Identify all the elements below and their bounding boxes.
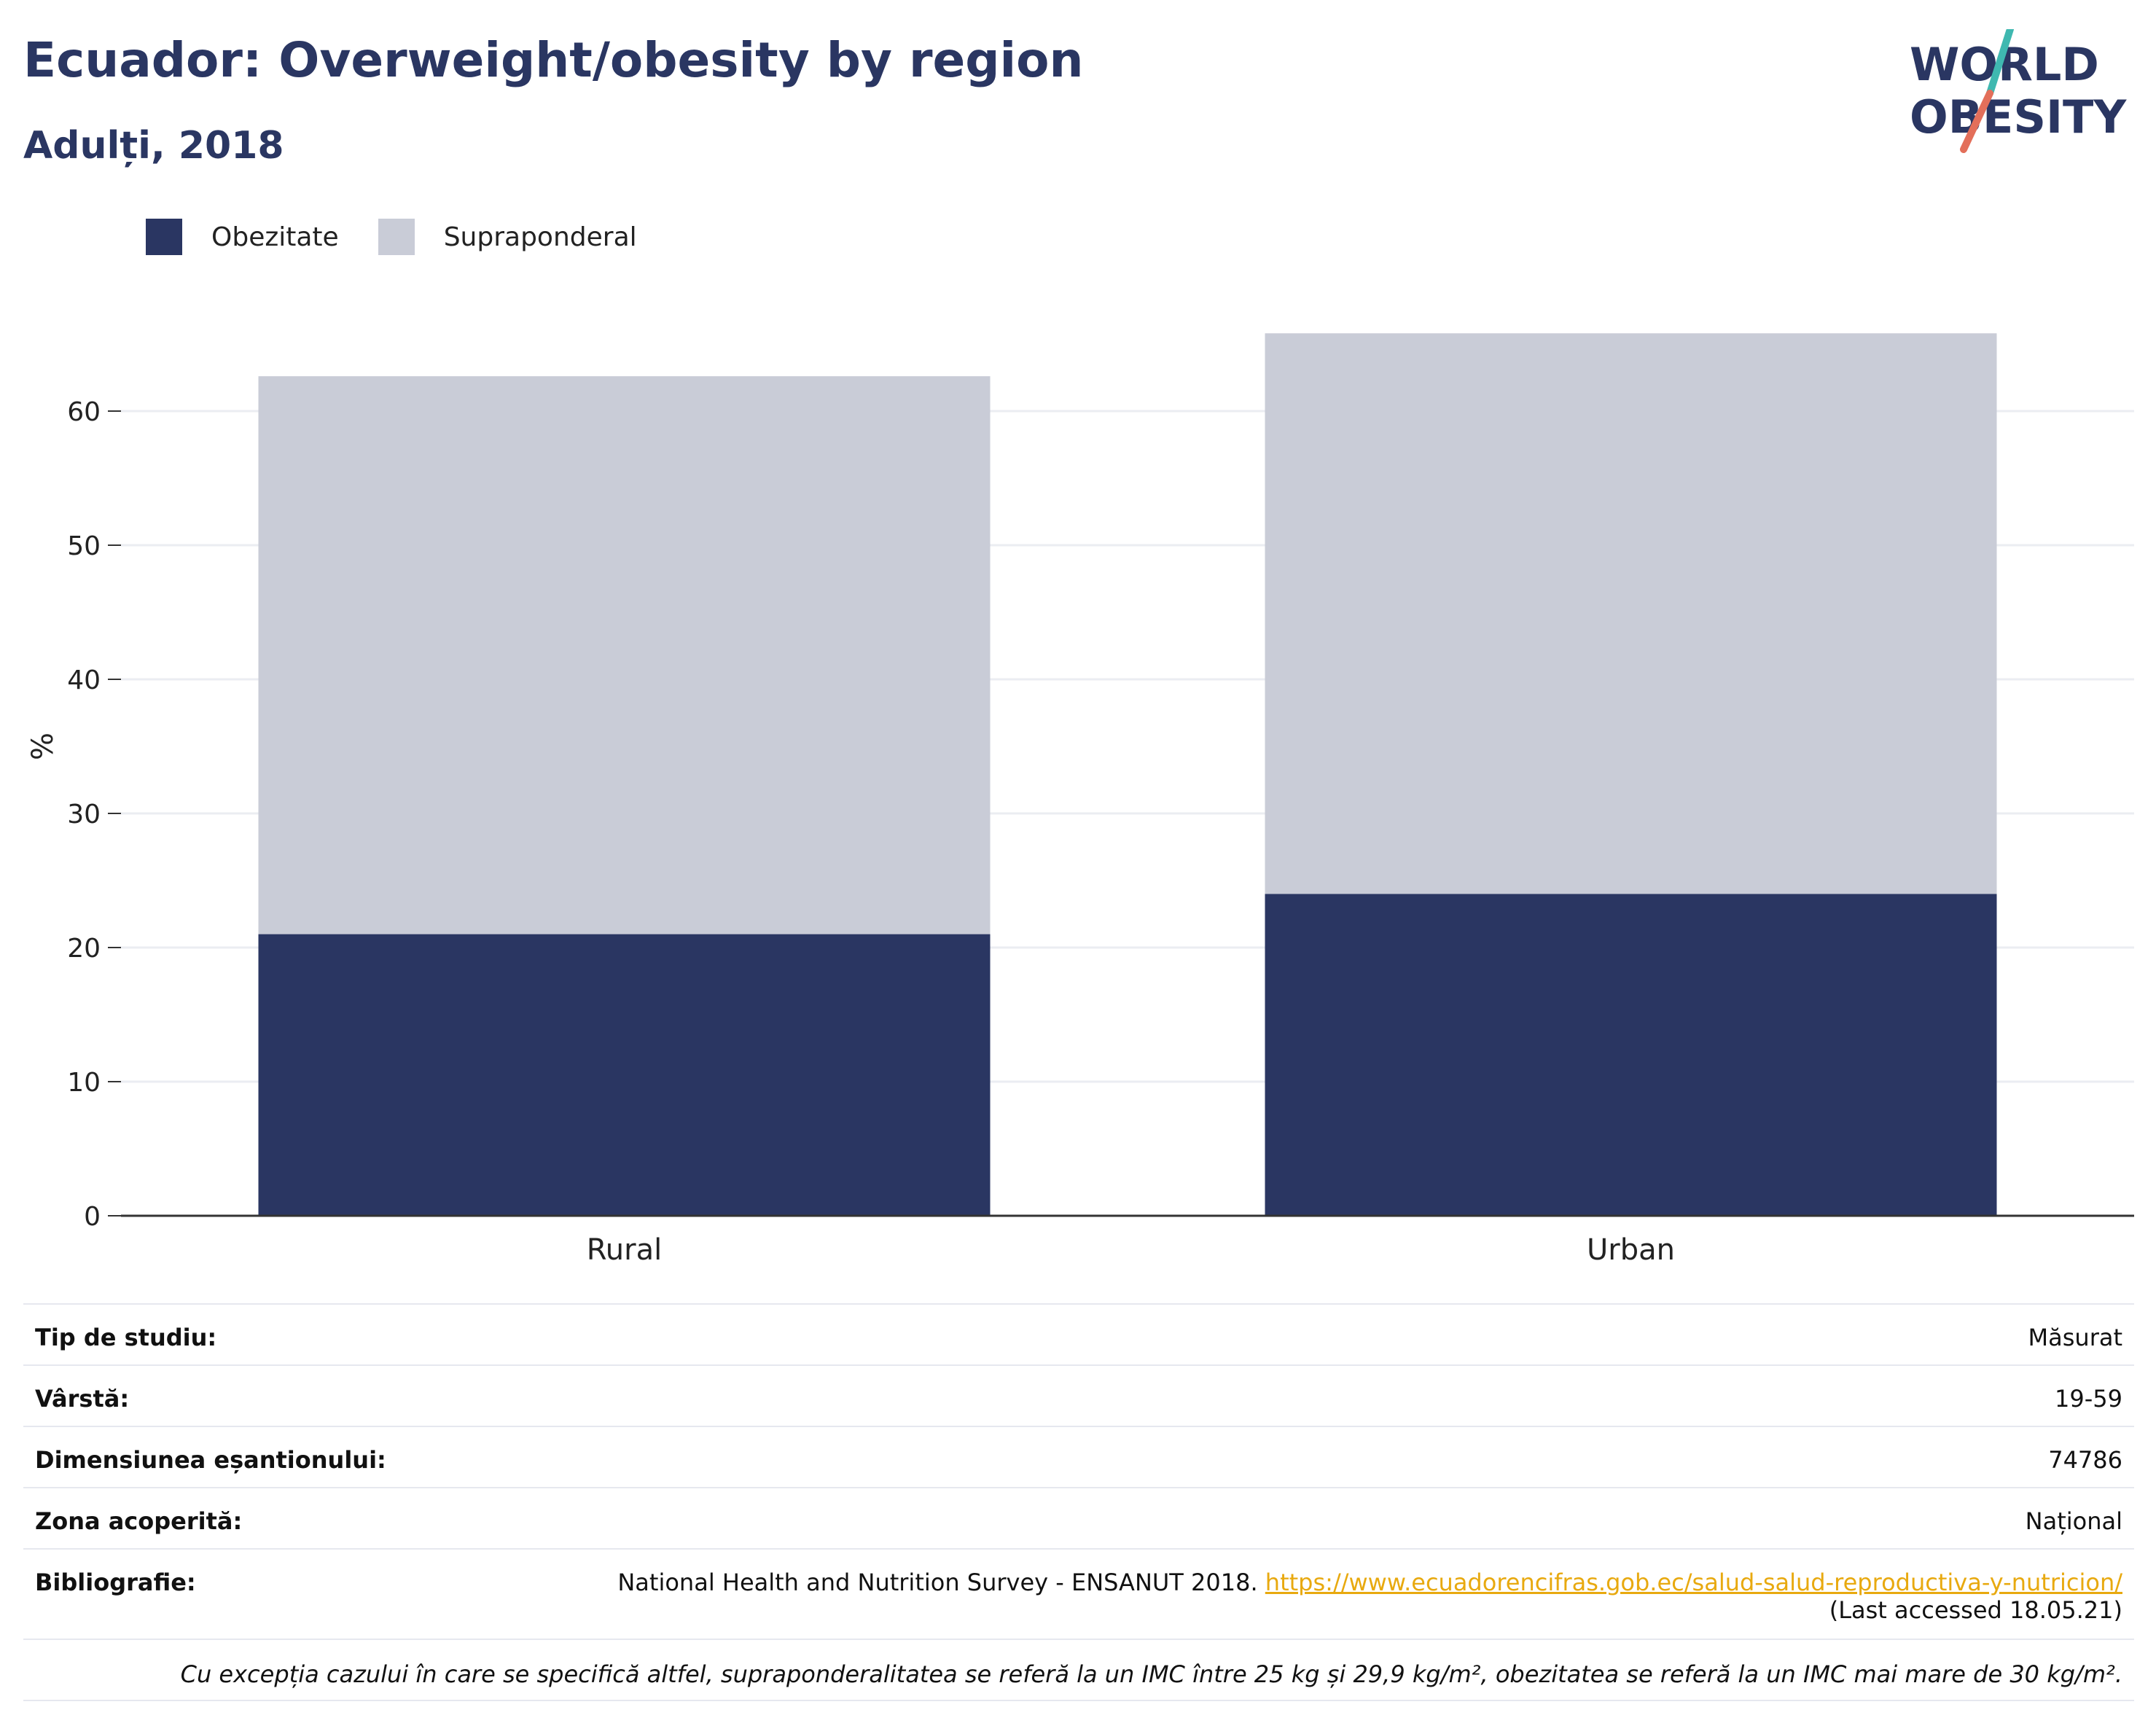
legend-label-overweight: Supraponderal bbox=[443, 222, 637, 252]
legend-swatch-overweight bbox=[378, 219, 415, 255]
logo-slash-teal bbox=[1986, 29, 2014, 97]
info-row-study-type: Tip de studiu: Măsurat bbox=[23, 1305, 2134, 1366]
bar-obezitate-rural bbox=[258, 934, 991, 1216]
x-category-label: Urban bbox=[1587, 1233, 1675, 1267]
legend-label-obesity: Obezitate bbox=[211, 222, 339, 252]
world-obesity-logo: WORLD OBESITY bbox=[1910, 29, 2127, 153]
y-tick-label: 10 bbox=[67, 1068, 101, 1098]
study-info-table: Tip de studiu: Măsurat Vârstă: 19-59 Dim… bbox=[23, 1303, 2134, 1701]
bibliography-value: National Health and Nutrition Survey - E… bbox=[617, 1569, 2122, 1624]
info-row-age: Vârstă: 19-59 bbox=[23, 1366, 2134, 1427]
bibliography-accessed: (Last accessed 18.05.21) bbox=[1829, 1596, 2122, 1624]
legend: Obezitate Supraponderal bbox=[146, 217, 676, 257]
y-tick-label: 20 bbox=[67, 934, 101, 964]
y-tick-label: 30 bbox=[67, 800, 101, 829]
bmi-definition-note: Cu excepția cazului în care se specifică… bbox=[23, 1640, 2134, 1701]
legend-item-obesity[interactable]: Obezitate bbox=[146, 219, 339, 255]
info-row-bibliography: Bibliografie: National Health and Nutrit… bbox=[23, 1550, 2134, 1640]
info-row-area-covered: Zona acoperită: Național bbox=[23, 1488, 2134, 1550]
logo-slash-coral bbox=[1960, 90, 1993, 153]
info-value: 74786 bbox=[2048, 1446, 2122, 1474]
info-key: Tip de studiu: bbox=[35, 1324, 217, 1351]
y-axis-label: % bbox=[26, 733, 60, 760]
y-tick-label: 60 bbox=[67, 397, 101, 427]
info-key: Dimensiunea eșantionului: bbox=[35, 1446, 386, 1474]
y-tick-label: 50 bbox=[67, 531, 101, 561]
info-value: Național bbox=[2025, 1507, 2122, 1535]
bar-supraponderal-rural bbox=[258, 376, 991, 934]
x-category-label: Rural bbox=[587, 1233, 662, 1267]
legend-swatch-obesity bbox=[146, 219, 182, 255]
bibliography-text: National Health and Nutrition Survey - E… bbox=[617, 1569, 1258, 1596]
bar-obezitate-urban bbox=[1265, 894, 1997, 1216]
y-tick-label: 40 bbox=[67, 665, 101, 695]
bibliography-link[interactable]: https://www.ecuadorencifras.gob.ec/salud… bbox=[1265, 1569, 2122, 1596]
info-value: Măsurat bbox=[2028, 1324, 2122, 1351]
info-key: Zona acoperită: bbox=[35, 1507, 243, 1535]
info-value: 19-59 bbox=[2055, 1385, 2122, 1413]
logo-line2: OBESITY bbox=[1910, 90, 2127, 144]
bar-supraponderal-urban bbox=[1265, 333, 1997, 894]
info-key: Bibliografie: bbox=[35, 1569, 196, 1596]
bar-chart: 0 10 20 30 40 50 60% Rural Urban bbox=[26, 333, 2134, 1267]
y-tick-label: 0 bbox=[84, 1202, 101, 1232]
chart-title: Ecuador: Overweight/obesity by region bbox=[23, 32, 1084, 88]
chart-subtitle: Adulți, 2018 bbox=[23, 124, 284, 168]
legend-item-overweight[interactable]: Supraponderal bbox=[378, 219, 637, 255]
info-row-sample-size: Dimensiunea eșantionului: 74786 bbox=[23, 1427, 2134, 1488]
info-key: Vârstă: bbox=[35, 1385, 130, 1413]
